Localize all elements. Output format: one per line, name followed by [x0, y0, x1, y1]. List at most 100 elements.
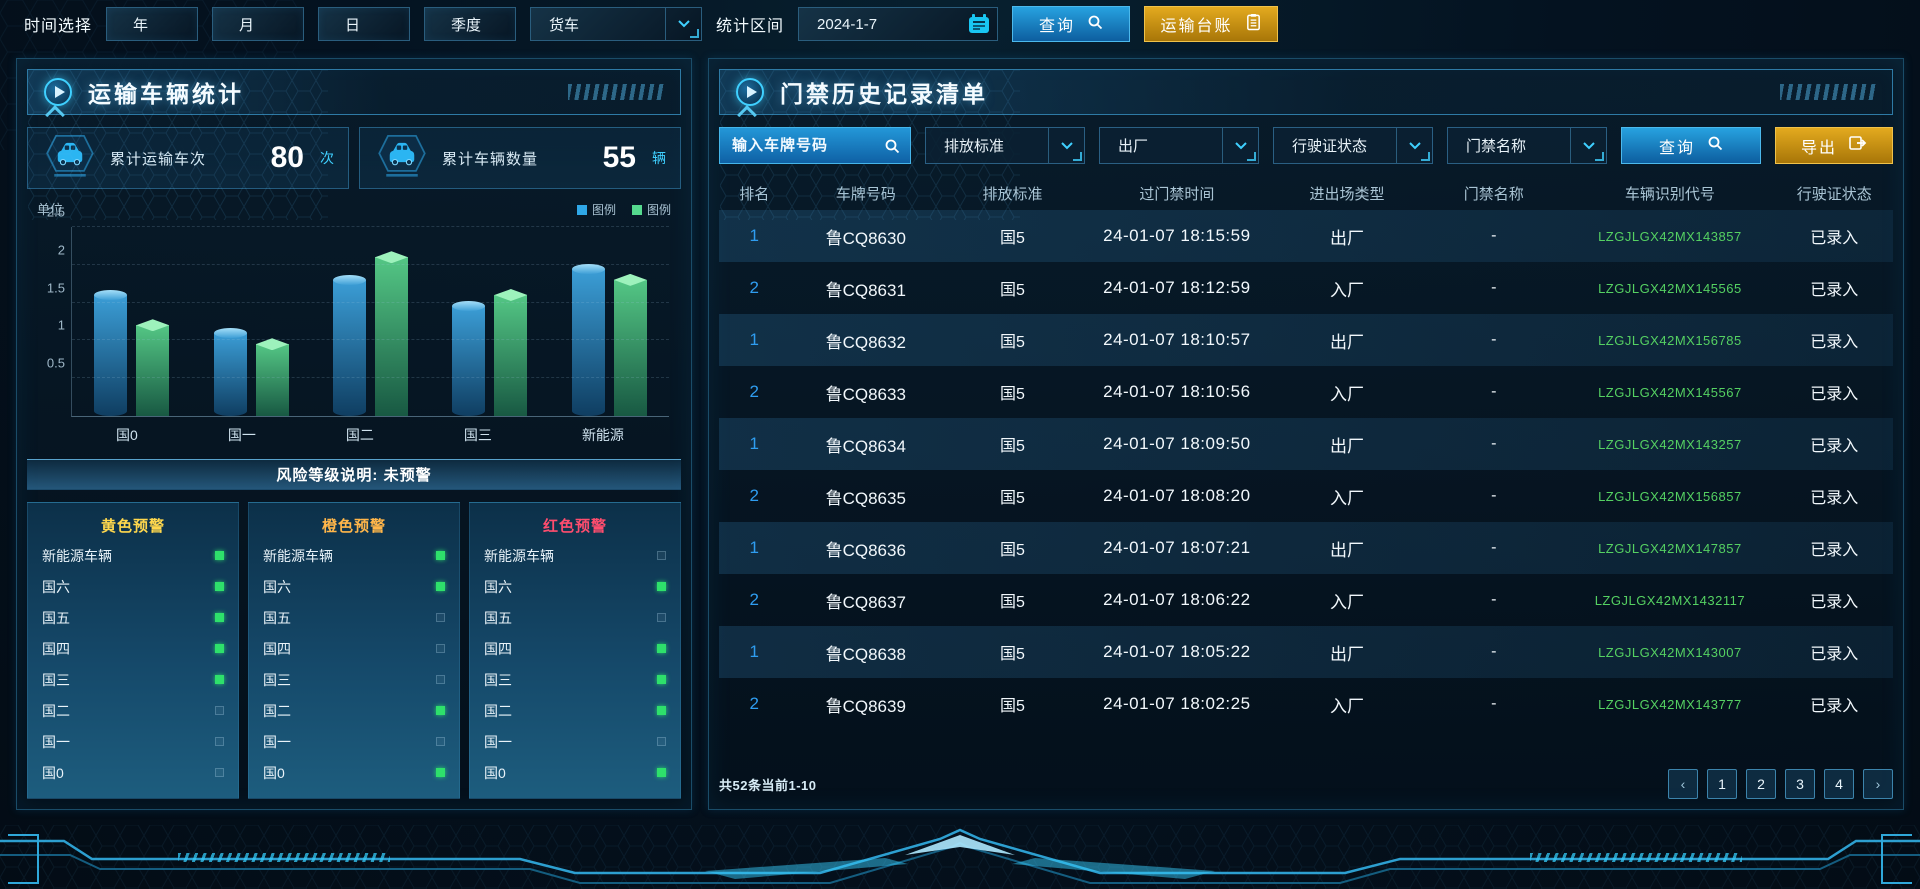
warning-row-label: 国一	[42, 733, 70, 750]
cell-gate-time: 24-01-07 18:02:25	[1103, 694, 1251, 713]
status-indicator	[215, 582, 224, 591]
y-axis-tick: 2	[57, 242, 65, 258]
table-row[interactable]: 1 鲁CQ8636 国5 24-01-07 18:07:21 出厂 - LZGJLGX42M…	[719, 522, 1893, 574]
table-query-button[interactable]: 查询	[1621, 127, 1761, 164]
query-button[interactable]: 查询	[1012, 6, 1131, 42]
cell-plate: 鲁CQ8638	[825, 644, 906, 664]
chart-bar-groups	[72, 227, 669, 416]
chart-category-labels: 国0 国一 国二 国三 新能源	[71, 425, 669, 445]
cell-license-status: 已录入	[1810, 438, 1859, 455]
time-button-day[interactable]: 日	[318, 7, 411, 41]
cell-emission-standard: 国5	[1000, 282, 1025, 299]
cell-license-status: 已录入	[1810, 646, 1859, 663]
table-row[interactable]: 2 鲁CQ8637 国5 24-01-07 18:06:22 入厂 - LZGJLGX42M…	[719, 574, 1893, 626]
warning-row: 国四	[42, 639, 224, 659]
table-row[interactable]: 2 鲁CQ8633 国5 24-01-07 18:10:56 入厂 - LZGJLGX42M…	[719, 366, 1893, 418]
hatch-stripes-left	[178, 853, 390, 862]
warning-column-yellow: 黄色预警 新能源车辆 国六 国五 国四 国三 国二 国一 国0	[27, 502, 239, 799]
legend-item-1: 图例	[576, 201, 616, 218]
status-indicator	[215, 675, 224, 684]
table-row[interactable]: 1 鲁CQ8632 国5 24-01-07 18:10:57 出厂 - LZGJLGX42M…	[719, 314, 1893, 366]
table-row[interactable]: 2 鲁CQ8639 国5 24-01-07 18:02:25 入厂 - LZGJLGX42M…	[719, 678, 1893, 730]
vehicle-type-select[interactable]: 货车	[530, 7, 703, 41]
export-button[interactable]: 导出	[1775, 127, 1893, 164]
cell-vin: LZGJLGX42MX143777	[1598, 696, 1742, 712]
cell-gate-time: 24-01-07 18:07:21	[1103, 538, 1251, 557]
plate-search-input[interactable]	[720, 128, 910, 163]
bar-group-1	[94, 227, 170, 416]
time-button-year[interactable]: 年	[106, 7, 199, 41]
cell-emission-standard: 国5	[1000, 646, 1025, 663]
cell-emission-standard: 国5	[1000, 334, 1025, 351]
table-row[interactable]: 2 鲁CQ8631 国5 24-01-07 18:12:59 入厂 - LZGJLGX42M…	[719, 262, 1893, 314]
warning-row: 国二	[263, 701, 445, 721]
status-indicator	[657, 706, 666, 715]
page-button-2[interactable]: 2	[1746, 769, 1776, 799]
time-range-buttons: 年月日季度	[106, 7, 517, 41]
table-row[interactable]: 1 鲁CQ8638 国5 24-01-07 18:05:22 出厂 - LZGJLGX42M…	[719, 626, 1893, 678]
chart-unit-label: 单位	[37, 202, 64, 217]
cell-rank: 2	[749, 382, 759, 401]
warning-row-label: 国一	[484, 733, 512, 750]
warning-rows: 新能源车辆 国六 国五 国四 国三 国二 国一 国0	[484, 540, 666, 788]
filter-dropdown-label: 行驶证状态	[1292, 138, 1368, 155]
cell-plate: 鲁CQ8636	[825, 540, 906, 560]
chart-gridline	[72, 226, 669, 227]
column-header: 车牌号码	[835, 185, 896, 203]
search-icon	[1707, 135, 1723, 156]
warning-row: 国五	[484, 608, 666, 628]
cell-emission-standard: 国5	[1000, 230, 1025, 247]
cell-gate-name: -	[1491, 435, 1497, 452]
right-panel-title: 门禁历史记录清单	[780, 81, 988, 107]
page-button-4[interactable]: 4	[1824, 769, 1854, 799]
warning-row-label: 国五	[263, 609, 291, 626]
warning-title-red: 红色预警	[542, 518, 607, 535]
calendar-icon[interactable]	[961, 14, 997, 34]
cell-direction: 入厂	[1330, 280, 1365, 300]
cell-license-status: 已录入	[1810, 334, 1859, 351]
warning-row-label: 国0	[42, 764, 64, 781]
legend-label: 图例	[646, 203, 671, 217]
filter-dropdown-factory-direction[interactable]: 出厂	[1099, 127, 1259, 164]
risk-level-banner: 风险等级说明: 未预警	[27, 459, 681, 490]
filter-dropdown-license-status[interactable]: 行驶证状态	[1273, 127, 1433, 164]
header-arrow-decor	[737, 105, 757, 125]
stat-value: 55	[602, 141, 636, 174]
table-row[interactable]: 1 鲁CQ8630 国5 24-01-07 18:15:59 出厂 - LZGJLGX42M…	[719, 210, 1893, 262]
status-indicator	[657, 737, 666, 746]
cell-gate-time: 24-01-07 18:15:59	[1103, 226, 1251, 245]
legend-label: 图例	[591, 203, 616, 217]
warning-row: 国五	[263, 608, 445, 628]
table-row[interactable]: 1 鲁CQ8634 国5 24-01-07 18:09:50 出厂 - LZGJLGX42M…	[719, 418, 1893, 470]
prev-page-button[interactable]: ‹	[1668, 769, 1698, 799]
transport-ledger-button[interactable]: 运输台账	[1144, 6, 1279, 42]
search-icon	[1087, 14, 1103, 35]
filter-dropdown-label: 排放标准	[944, 138, 1005, 155]
cell-emission-standard: 国5	[1000, 438, 1025, 455]
date-picker[interactable]: 2024-1-7	[798, 7, 999, 41]
table-row[interactable]: 2 鲁CQ8635 国5 24-01-07 18:08:20 入厂 - LZGJLGX42M…	[719, 470, 1893, 522]
warning-row: 国0	[484, 763, 666, 783]
car-icon	[374, 132, 430, 185]
filter-dropdown-gate-name[interactable]: 门禁名称	[1447, 127, 1607, 164]
time-button-month[interactable]: 月	[212, 7, 305, 41]
hatch-stripes-right	[1530, 853, 1742, 862]
warning-row: 国二	[42, 701, 224, 721]
page-button-1[interactable]: 1	[1707, 769, 1737, 799]
status-indicator	[215, 737, 224, 746]
query-button-label: 查询	[1039, 18, 1076, 35]
header-arrow-decor	[45, 105, 65, 125]
status-indicator	[657, 582, 666, 591]
cell-gate-time: 24-01-07 18:10:56	[1103, 382, 1251, 401]
topbar: 时间选择 年月日季度 货车 统计区间 2024-1-7 查询 运输台账	[0, 0, 1920, 48]
filter-dropdown-emission-standard[interactable]: 排放标准	[925, 127, 1085, 164]
cell-rank: 1	[749, 538, 759, 557]
risk-level-text: 风险等级说明: 未预警	[276, 467, 432, 484]
warning-row-label: 国三	[263, 671, 291, 688]
chart-gridline	[72, 263, 669, 265]
cell-gate-time: 24-01-07 18:09:50	[1103, 434, 1251, 453]
status-indicator	[215, 551, 224, 560]
page-button-3[interactable]: 3	[1785, 769, 1815, 799]
next-page-button[interactable]: ›	[1863, 769, 1893, 799]
time-button-quarter[interactable]: 季度	[424, 7, 517, 41]
